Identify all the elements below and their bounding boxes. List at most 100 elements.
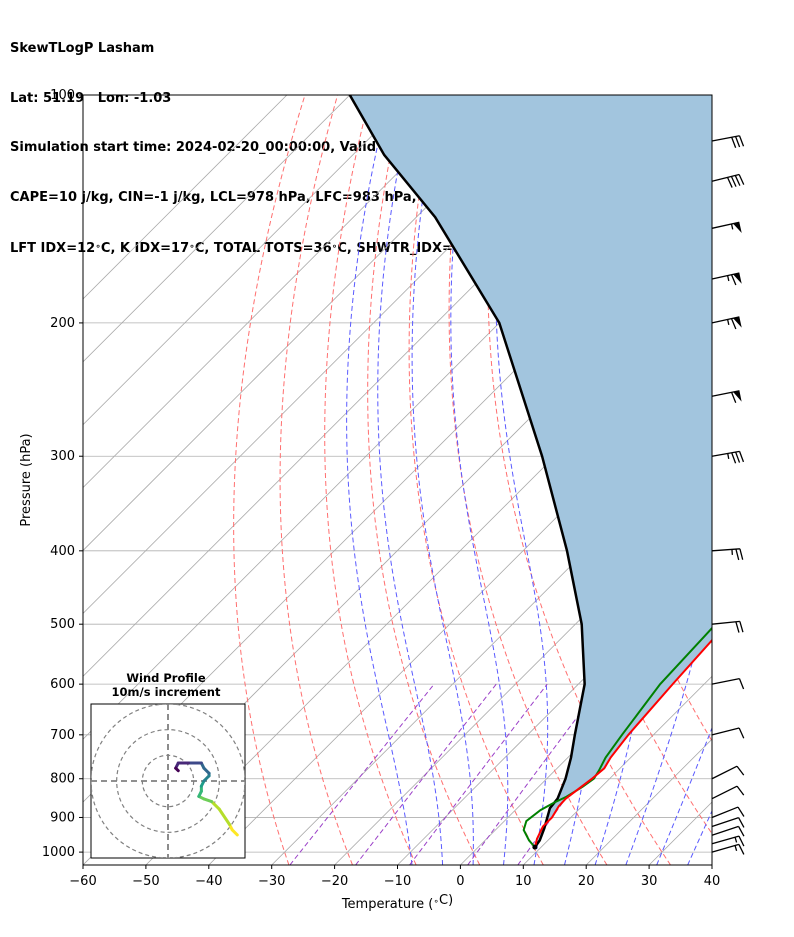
wind-barb xyxy=(711,173,745,188)
wind-barb-feather xyxy=(726,177,733,188)
wind-barb-feather xyxy=(738,678,745,690)
y-axis-label: Pressure (hPa) xyxy=(19,433,34,526)
wind-barb-feather xyxy=(730,176,737,187)
wind-barb xyxy=(711,221,742,233)
wind-barb xyxy=(711,316,742,330)
mixing-ratio-line xyxy=(355,683,497,865)
wind-barb-flag xyxy=(733,390,742,402)
wind-barb-staff xyxy=(711,173,740,182)
y-tick-label: 800 xyxy=(50,772,75,787)
surface-parcel-marker xyxy=(532,844,538,850)
dry-adiabat-line xyxy=(279,95,353,865)
x-tick-label: −30 xyxy=(258,874,285,889)
dry-adiabat-line xyxy=(729,95,794,865)
wind-barb xyxy=(711,816,745,828)
isotherm-line xyxy=(334,487,712,865)
wind-barb-feather xyxy=(738,835,745,847)
y-tick-label: 1000 xyxy=(42,845,75,860)
wind-barb-staff xyxy=(711,620,740,625)
moist-adiabat-line xyxy=(494,95,549,865)
isotherm-line xyxy=(83,95,288,300)
location-text: Lat: 51.19 Lon: -1.03 xyxy=(10,90,172,106)
y-tick-label: 100 xyxy=(50,88,75,103)
wind-barb xyxy=(711,272,742,286)
x-tick-label: −10 xyxy=(384,874,411,889)
wind-barb xyxy=(711,825,745,837)
wind-barb xyxy=(711,135,745,148)
dry-adiabat-line xyxy=(367,95,481,865)
isotherm-line xyxy=(83,95,413,426)
indices-line-2: LFT IDX=12∘C, K IDX=17∘C, TOTAL TOTS=36∘… xyxy=(10,241,486,257)
dry-adiabat-line xyxy=(408,95,544,865)
wind-barb-feather xyxy=(736,785,745,796)
wind-barb-feather xyxy=(737,826,745,837)
wind-barb-staff xyxy=(711,825,739,836)
wind-barb-feather xyxy=(738,727,745,739)
wind-barb-feather xyxy=(735,621,740,633)
wind-barb-feather xyxy=(730,318,737,330)
wind-barb-flag xyxy=(733,316,742,328)
isotherm-line xyxy=(775,95,794,865)
x-axis-label: Temperature (∘C) xyxy=(341,893,453,912)
dry-adiabat-line xyxy=(324,95,417,865)
x-tick-label: −60 xyxy=(69,874,96,889)
hodograph-plot xyxy=(91,704,245,858)
x-tick-label: −50 xyxy=(132,874,159,889)
wind-barb-half-feather xyxy=(726,275,730,282)
moist-adiabat-line xyxy=(411,95,474,865)
hodograph-trace-segment xyxy=(217,807,232,827)
wind-barb-half-feather xyxy=(727,453,730,459)
hodograph-trace-segment xyxy=(210,800,221,811)
x-tick-label: 0 xyxy=(456,874,464,889)
hodograph-subtitle: 10m/s increment xyxy=(112,685,221,699)
isotherm-line xyxy=(523,675,712,865)
y-tick-label: 500 xyxy=(50,617,75,632)
wind-barb xyxy=(711,843,745,855)
isotherm-line xyxy=(83,95,351,363)
wind-barb-feather xyxy=(738,844,745,855)
wind-barb-feather xyxy=(730,274,737,286)
mixing-ratio-line xyxy=(409,683,548,865)
wind-barb-feather xyxy=(739,548,744,560)
moist-adiabat-line xyxy=(377,95,444,865)
wind-barb-feather xyxy=(737,806,745,817)
wind-barb-staff xyxy=(711,678,740,685)
dry-adiabat-line xyxy=(761,95,794,865)
parcel-profile-line xyxy=(348,95,586,848)
hodograph-title: Wind Profile xyxy=(126,671,206,685)
wind-barb-feather xyxy=(735,548,740,561)
moist-adiabat-line xyxy=(625,95,712,865)
cape-cin-shading xyxy=(349,95,712,848)
wind-barb-staff xyxy=(711,390,740,397)
x-tick-label: 40 xyxy=(704,874,721,889)
isotherm-line xyxy=(83,95,539,552)
x-tick-label: 10 xyxy=(515,874,532,889)
wind-barb-staff xyxy=(711,548,740,552)
wind-barb-feather xyxy=(734,136,741,148)
wind-barb-staff xyxy=(711,135,740,142)
mixing-ratio-line xyxy=(467,683,603,865)
y-tick-label: 700 xyxy=(50,728,75,743)
wind-barb-half-feather xyxy=(730,223,734,230)
wind-barb-staff xyxy=(711,785,738,800)
dry-adiabat-line xyxy=(233,95,306,865)
wind-barb-flag xyxy=(733,273,742,284)
temperature-line xyxy=(533,638,712,848)
wind-barb-staff xyxy=(711,316,740,324)
mixing-ratio-line xyxy=(289,683,435,865)
wind-barb-half-feather xyxy=(726,319,730,326)
wind-barb xyxy=(711,835,745,847)
wind-barb-staff xyxy=(711,835,740,845)
hodograph-trace-segment xyxy=(174,766,180,773)
wind-barb-feather xyxy=(737,817,745,828)
wind-barb-staff xyxy=(711,806,739,819)
wind-barb-feather xyxy=(739,621,744,633)
y-tick-label: 300 xyxy=(50,449,75,464)
x-tick-label: −20 xyxy=(321,874,348,889)
y-tick-label: 600 xyxy=(50,677,75,692)
wind-barb-feather xyxy=(731,392,737,403)
wind-barb xyxy=(711,806,745,819)
wind-barb-feather xyxy=(738,135,745,147)
wind-barb-feather xyxy=(738,451,745,463)
wind-barb-staff xyxy=(711,727,740,736)
